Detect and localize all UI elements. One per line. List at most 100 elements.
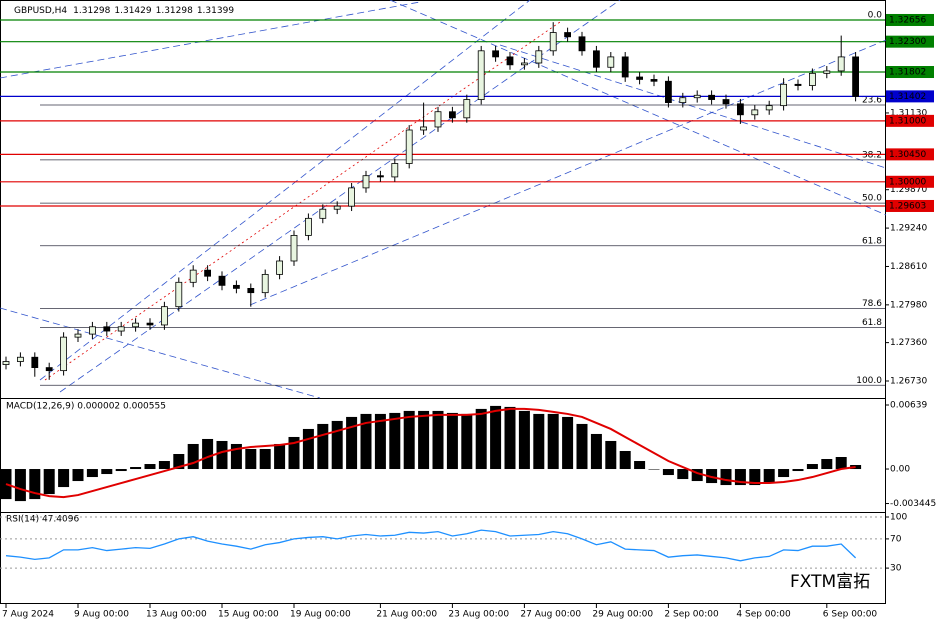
macd-bar xyxy=(763,469,775,484)
macd-bar xyxy=(778,469,790,478)
fib-label: 23.6 xyxy=(862,96,882,106)
candle-body xyxy=(506,56,514,66)
macd-bar xyxy=(202,438,214,470)
candle-body xyxy=(276,260,284,275)
fib-label: 61.8 xyxy=(862,236,882,246)
macd-bar xyxy=(461,413,473,470)
candle-body xyxy=(405,129,413,164)
macd-bar xyxy=(533,413,545,470)
candle-body xyxy=(477,50,485,100)
candle-body xyxy=(607,56,615,68)
frame xyxy=(0,0,886,604)
macd-bar xyxy=(562,416,574,470)
candle-body xyxy=(463,99,471,119)
macd-bar xyxy=(288,436,300,470)
fib-label: 78.6 xyxy=(862,299,882,309)
macd-bar xyxy=(130,467,142,470)
y-tick-label: 100 xyxy=(890,513,907,523)
trend-line xyxy=(249,39,887,306)
price-tag xyxy=(886,66,934,79)
candle-body xyxy=(621,56,629,78)
candle-body xyxy=(823,70,831,74)
y-tick-label: -0.003445 xyxy=(890,499,936,509)
candle-body xyxy=(362,175,370,189)
candle-body xyxy=(448,111,456,119)
candle-body xyxy=(2,361,10,365)
candle-body xyxy=(593,50,600,68)
price-tag xyxy=(886,199,934,212)
candle-body xyxy=(160,306,168,326)
macd-bar xyxy=(317,423,329,470)
price-tag-label: 1.30000 xyxy=(889,177,926,187)
macd-bar xyxy=(619,450,631,470)
macd-bar xyxy=(605,440,617,470)
macd-bar xyxy=(144,464,156,470)
y-tick-label: 0.00639 xyxy=(890,401,927,411)
x-tick-label: 15 Aug 00:00 xyxy=(218,610,279,620)
macd-bar xyxy=(274,443,286,470)
candle-body xyxy=(146,322,154,326)
price-tag-label: 1.31802 xyxy=(889,68,926,78)
macd-bar xyxy=(43,469,55,495)
macd-bar xyxy=(821,459,833,470)
candle-body xyxy=(434,111,442,128)
fib-label: 38.2 xyxy=(862,150,882,160)
x-tick-label: 21 Aug 00:00 xyxy=(376,610,437,620)
header-value: 1.31298 xyxy=(73,6,110,16)
trend-line xyxy=(39,0,531,381)
macd-bar xyxy=(374,413,386,470)
candle-body xyxy=(204,269,212,277)
candle-body xyxy=(376,175,384,178)
trend-line xyxy=(0,307,321,399)
macd-bar xyxy=(389,412,401,470)
x-tick-label: 6 Sep 00:00 xyxy=(823,610,878,620)
macd-bar xyxy=(14,469,26,502)
y-tick-label: 1.27360 xyxy=(890,338,927,348)
candle-body xyxy=(132,322,140,328)
macd-bar xyxy=(58,469,70,488)
candle-body xyxy=(304,217,312,236)
candle-body xyxy=(578,36,586,52)
y-tick-label: 30 xyxy=(890,564,902,574)
macd-bar xyxy=(158,461,170,470)
trend-line xyxy=(389,0,887,216)
macd-bar xyxy=(806,464,818,470)
watermark: FXTM富拓 xyxy=(790,572,870,592)
macd-bar xyxy=(259,448,271,470)
fib-label: 61.8 xyxy=(862,318,882,328)
macd-bar xyxy=(835,457,847,470)
macd-bar xyxy=(331,420,343,470)
candle-body xyxy=(765,105,773,111)
y-tick-label: 0.00 xyxy=(890,465,910,475)
price-tag-label: 1.31000 xyxy=(889,116,926,126)
candle-body xyxy=(348,187,356,207)
macd-bar xyxy=(173,453,185,470)
macd-bar xyxy=(590,433,602,470)
candle-body xyxy=(492,50,500,58)
candle-body xyxy=(45,367,53,372)
macd-bar xyxy=(446,412,458,470)
y-tick-label: 70 xyxy=(890,534,902,544)
macd-bar xyxy=(576,423,588,470)
x-tick-label: 9 Aug 00:00 xyxy=(74,610,129,620)
candle-body xyxy=(794,83,802,86)
candle-body xyxy=(564,32,571,38)
candle-body xyxy=(333,205,341,210)
price-tag xyxy=(886,148,934,161)
candle-body xyxy=(535,50,543,64)
candle-body xyxy=(74,333,82,338)
x-tick-label: 13 Aug 00:00 xyxy=(146,610,207,620)
header-value: 1.31298 xyxy=(156,6,193,16)
macd-bar xyxy=(720,469,732,486)
y-tick-label: 1.28610 xyxy=(890,262,927,272)
price-tag xyxy=(886,13,934,26)
candle-body xyxy=(232,284,240,289)
macd-bar xyxy=(187,443,199,470)
macd-title: MACD(12,26,9) 0.000002 0.000555 xyxy=(6,402,166,412)
trend-line xyxy=(499,44,887,169)
candle-body xyxy=(708,94,715,100)
macd-bar xyxy=(662,469,674,476)
y-tick-label: 1.31130 xyxy=(890,108,927,118)
y-tick-label: 1.29240 xyxy=(890,224,927,234)
